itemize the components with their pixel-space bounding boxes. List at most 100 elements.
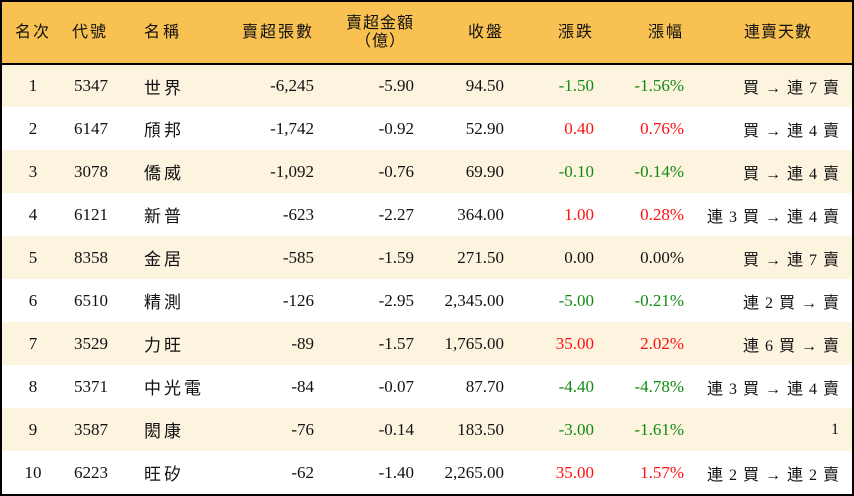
- cell-net-sell-amount: -2.95: [378, 290, 414, 310]
- cell-stock-code: 6121: [74, 204, 108, 224]
- cell-rank: 1: [28, 76, 38, 95]
- cell-close-price: 94.50: [465, 76, 504, 95]
- cell-net-sell-shares: -1,742: [270, 118, 314, 138]
- cell-stock-name: 頎邦: [144, 121, 184, 140]
- table-row[interactable]: 5 8358 金居 -585 -1.59 271.50 0.00 0.00% 買 → 連 7 賣: [2, 236, 852, 279]
- cell-streak: 買 → 連 7 賣: [742, 80, 840, 97]
- cell-streak: 買 → 連 4 賣: [742, 122, 840, 140]
- header-net-sell-amount-unit: （億）: [354, 32, 406, 50]
- header-net-sell-amount: 賣超金額 （億）: [314, 2, 414, 65]
- cell-close-price: 183.50: [457, 419, 504, 439]
- cell-price-change: 0.40: [564, 118, 594, 138]
- header-streak: 連賣天數: [684, 2, 852, 65]
- header-close: 收盤: [414, 2, 504, 65]
- table-row[interactable]: 8 5371 中光電 -84 -0.07 87.70 -4.40 -4.78% 連 3 買 → …: [2, 365, 852, 408]
- cell-rank: 4: [28, 204, 38, 224]
- cell-change-pct: 2.02%: [640, 333, 684, 353]
- table-row[interactable]: 7 3529 力旺 -89 -1.57 1,765.00 35.00 2.02% 連 6 買 →…: [2, 322, 852, 365]
- cell-net-sell-shares: -6,245: [270, 76, 314, 95]
- cell-price-change: 1.00: [564, 204, 594, 224]
- cell-net-sell-amount: -2.27: [378, 204, 414, 224]
- cell-streak: 1: [831, 420, 840, 438]
- header-net-sell-amount-label: 賣超金額: [345, 14, 414, 32]
- cell-change-pct: -4.78%: [634, 376, 684, 396]
- table-row[interactable]: 3 3078 僑威 -1,092 -0.76 69.90 -0.10 -0.14% 買 → 連 …: [2, 150, 852, 193]
- cell-rank: 9: [28, 419, 38, 439]
- cell-change-pct: -0.14%: [634, 161, 684, 181]
- cell-stock-code: 3078: [74, 161, 108, 181]
- table-header: 名次 代號 名稱 賣超張數 賣超金額 （億） 收盤 漲跌 漲幅 連賣天數: [2, 2, 852, 65]
- table-row[interactable]: 1 5347 世界 -6,245 -5.90 94.50 -1.50 -1.56% 買 → 連 …: [2, 64, 852, 107]
- table-row[interactable]: 10 6223 旺矽 -62 -1.40 2,265.00 35.00 1.57% 連 2 買 …: [2, 451, 852, 494]
- cell-net-sell-shares: -623: [282, 204, 314, 224]
- cell-stock-name: 金居: [144, 250, 184, 269]
- cell-change-pct: -1.61%: [634, 419, 684, 439]
- cell-rank: 10: [24, 462, 42, 482]
- cell-net-sell-shares: -76: [291, 419, 314, 439]
- cell-stock-code: 8358: [74, 247, 108, 267]
- header-change-pct: 漲幅: [594, 2, 684, 65]
- cell-stock-code: 5371: [74, 376, 108, 396]
- cell-streak: 買 → 連 7 賣: [742, 251, 840, 269]
- cell-change-pct: 0.28%: [640, 204, 684, 224]
- cell-price-change: -0.10: [558, 161, 594, 181]
- cell-streak: 連 3 買 → 連 4 賣: [706, 208, 840, 226]
- cell-stock-code: 3529: [74, 333, 108, 353]
- cell-rank: 7: [28, 333, 38, 353]
- cell-change-pct: 0.76%: [640, 118, 684, 138]
- cell-close-price: 87.70: [465, 376, 504, 396]
- cell-net-sell-amount: -1.59: [378, 247, 414, 267]
- cell-net-sell-amount: -1.40: [378, 462, 414, 482]
- cell-stock-code: 6223: [74, 462, 108, 482]
- cell-close-price: 271.50: [457, 247, 504, 267]
- cell-stock-code: 6510: [74, 290, 108, 310]
- cell-stock-name: 僑威: [144, 164, 184, 183]
- cell-streak: 連 2 買 → 連 2 賣: [706, 466, 840, 484]
- cell-price-change: 35.00: [555, 462, 594, 482]
- cell-close-price: 69.90: [465, 161, 504, 181]
- cell-stock-code: 5347: [74, 76, 108, 95]
- cell-net-sell-shares: -126: [282, 290, 314, 310]
- cell-net-sell-shares: -62: [291, 462, 314, 482]
- table-row[interactable]: 6 6510 精測 -126 -2.95 2,345.00 -5.00 -0.21% 連 2 買…: [2, 279, 852, 322]
- cell-change-pct: 0.00%: [640, 247, 684, 267]
- cell-change-pct: -1.56%: [634, 76, 684, 95]
- cell-stock-name: 新普: [144, 207, 184, 226]
- table-row[interactable]: 9 3587 閎康 -76 -0.14 183.50 -3.00 -1.61% 1: [2, 408, 852, 451]
- cell-price-change: 35.00: [555, 333, 594, 353]
- cell-price-change: -5.00: [558, 290, 594, 310]
- table-body: 1 5347 世界 -6,245 -5.90 94.50 -1.50 -1.56% 買 → 連 …: [2, 64, 852, 494]
- cell-close-price: 364.00: [457, 204, 504, 224]
- header-code: 代號: [64, 2, 144, 65]
- cell-streak: 連 3 買 → 連 4 賣: [706, 380, 840, 398]
- cell-change-pct: 1.57%: [640, 462, 684, 482]
- table-row[interactable]: 2 6147 頎邦 -1,742 -0.92 52.90 0.40 0.76% 買 → 連 4 …: [2, 107, 852, 150]
- cell-stock-code: 6147: [74, 118, 108, 138]
- cell-price-change: 0.00: [564, 247, 594, 267]
- cell-close-price: 2,345.00: [444, 290, 505, 310]
- cell-close-price: 1,765.00: [444, 333, 505, 353]
- cell-stock-name: 精測: [144, 293, 184, 312]
- cell-stock-code: 3587: [74, 419, 108, 439]
- cell-stock-name: 中光電: [144, 379, 204, 398]
- cell-streak: 連 2 買 → 賣: [742, 294, 840, 312]
- header-rank: 名次: [2, 2, 64, 65]
- cell-stock-name: 閎康: [144, 422, 184, 441]
- cell-rank: 5: [28, 247, 38, 267]
- cell-net-sell-amount: -0.76: [378, 161, 414, 181]
- cell-close-price: 52.90: [465, 118, 504, 138]
- cell-net-sell-shares: -84: [291, 376, 314, 396]
- cell-close-price: 2,265.00: [444, 462, 505, 482]
- cell-stock-name: 世界: [144, 78, 184, 98]
- header-net-sell-shares: 賣超張數: [214, 2, 314, 65]
- header-name: 名稱: [144, 2, 214, 65]
- header-change: 漲跌: [504, 2, 594, 65]
- cell-stock-name: 力旺: [144, 336, 184, 355]
- table-row[interactable]: 4 6121 新普 -623 -2.27 364.00 1.00 0.28% 連 3 買 → 連…: [2, 193, 852, 236]
- cell-net-sell-amount: -0.92: [378, 118, 414, 138]
- cell-net-sell-shares: -89: [291, 333, 314, 353]
- cell-rank: 8: [28, 376, 38, 396]
- cell-stock-name: 旺矽: [144, 465, 184, 484]
